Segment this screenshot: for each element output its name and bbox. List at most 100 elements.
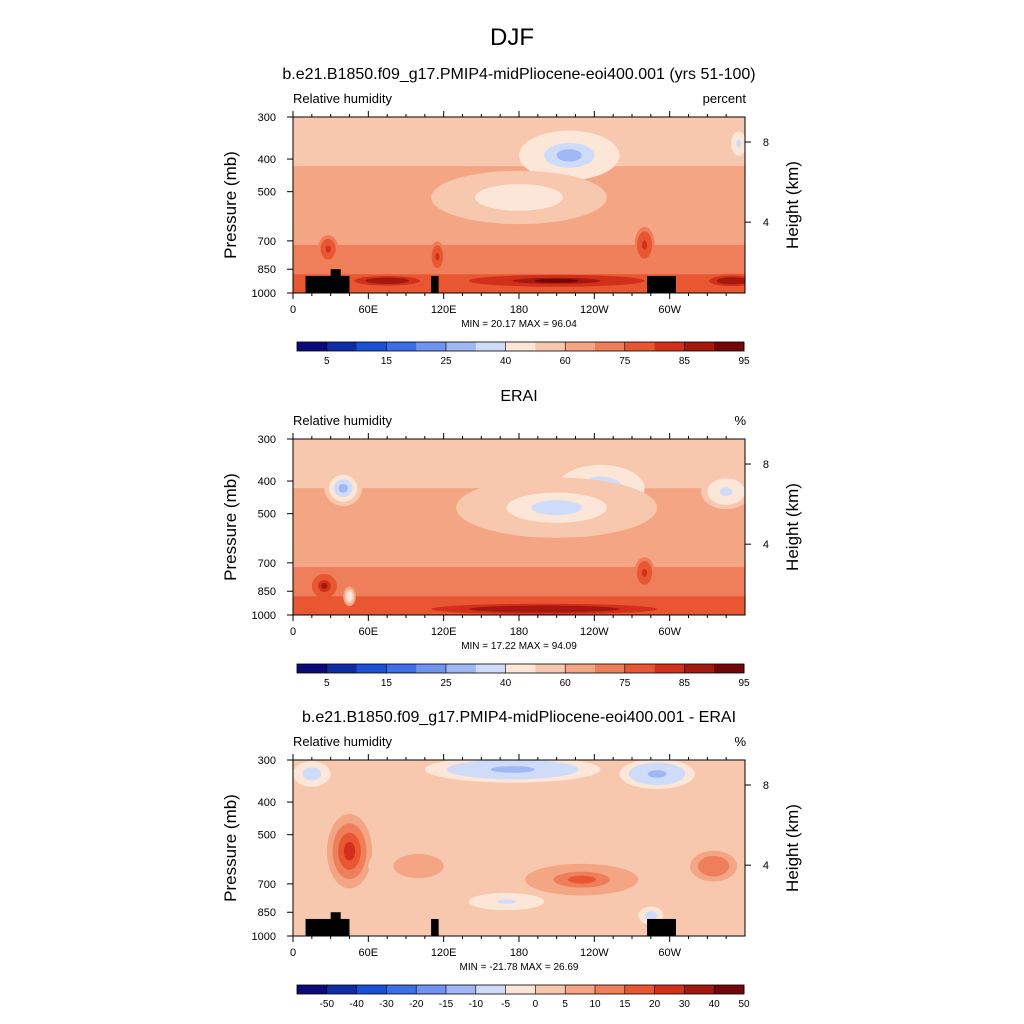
colorbar-label: 10 xyxy=(589,999,601,1010)
colorbar-label: 15 xyxy=(381,678,393,689)
colorbar-segment xyxy=(565,342,596,351)
colorbar-segment xyxy=(595,985,626,994)
colorbar-label: 25 xyxy=(440,678,452,689)
colorbar-segment xyxy=(446,664,477,673)
contour-region xyxy=(736,139,742,148)
panel-title: b.e21.B1850.f09_g17.PMIP4-midPliocene-eo… xyxy=(282,66,755,83)
colorbar-segment xyxy=(684,342,715,351)
field-band xyxy=(293,566,745,583)
y-tick-label: 850 xyxy=(258,907,276,919)
field-band xyxy=(293,530,745,551)
x-tick-label: 120E xyxy=(431,304,457,316)
colorbar-segment xyxy=(654,664,685,673)
topography-mask xyxy=(431,918,439,936)
y-tick-label: 850 xyxy=(258,586,276,598)
panel-1: b.e21.B1850.f09_g17.PMIP4-midPliocene-eo… xyxy=(221,66,802,367)
x-tick-label: 180 xyxy=(510,947,528,959)
contour-region xyxy=(556,149,582,162)
colorbar-label: 25 xyxy=(440,356,452,367)
colorbar-segment xyxy=(505,342,536,351)
x-tick-label: 180 xyxy=(510,304,528,316)
panel-title: b.e21.B1850.f09_g17.PMIP4-midPliocene-eo… xyxy=(302,709,736,726)
colorbar-label: 5 xyxy=(324,356,330,367)
colorbar-segment xyxy=(475,985,506,994)
colorbar-segment xyxy=(446,985,477,994)
min-max-stats: MIN = 17.22 MAX = 94.09 xyxy=(461,641,577,652)
y-tick-label: 700 xyxy=(258,236,276,248)
colorbar-segment xyxy=(475,664,506,673)
colorbar-segment xyxy=(356,664,387,673)
y-axis-title: Pressure (mb) xyxy=(221,151,240,259)
plot-area xyxy=(293,760,745,936)
x-tick-label: 120E xyxy=(431,626,457,638)
contour-region xyxy=(343,841,356,861)
colorbar-segment xyxy=(624,342,655,351)
x-tick-label: 120W xyxy=(580,304,609,316)
x-tick-label: 60E xyxy=(359,947,379,959)
colorbar-segment xyxy=(386,664,417,673)
colorbar-label: -5 xyxy=(501,999,510,1010)
field-band xyxy=(293,903,745,918)
units-label: percent xyxy=(703,91,747,106)
colorbar-segment xyxy=(535,664,566,673)
colorbar-segment xyxy=(654,342,685,351)
y-tick-label: 500 xyxy=(258,830,276,842)
contour-region xyxy=(307,770,317,778)
x-tick-label: 60E xyxy=(359,304,379,316)
colorbar-segment xyxy=(386,985,417,994)
colorbar-label: 40 xyxy=(500,678,512,689)
figure-title: DJF xyxy=(490,24,534,51)
colorbar-segment xyxy=(505,664,536,673)
colorbar-segment xyxy=(297,664,328,673)
y-axis-title: Pressure (mb) xyxy=(221,794,240,902)
field-band xyxy=(293,117,745,145)
field-band xyxy=(293,786,745,810)
y-tick-label: 1000 xyxy=(252,931,276,943)
colorbar-segment xyxy=(416,664,447,673)
colorbar-segment xyxy=(684,664,715,673)
height-tick-label: 8 xyxy=(763,780,769,792)
y-tick-label: 850 xyxy=(258,264,276,276)
colorbar-segment xyxy=(416,985,447,994)
field-band xyxy=(293,549,745,568)
contour-region xyxy=(497,190,541,205)
x-tick-label: 0 xyxy=(290,947,296,959)
colorbar-label: 75 xyxy=(619,356,631,367)
colorbar-segment xyxy=(356,342,387,351)
topography-mask xyxy=(647,275,676,293)
field-band xyxy=(293,439,745,467)
topography-mask xyxy=(647,918,676,936)
height-tick-label: 8 xyxy=(763,459,769,471)
field-band xyxy=(293,143,745,167)
field-band xyxy=(293,917,745,931)
y-tick-label: 1000 xyxy=(252,288,276,300)
colorbar-label: -30 xyxy=(379,999,394,1010)
colorbar-segment xyxy=(714,342,745,351)
colorbar-segment xyxy=(565,985,596,994)
contour-region xyxy=(325,245,331,253)
colorbar-segment xyxy=(326,664,357,673)
y-tick-label: 700 xyxy=(258,558,276,570)
topography-mask xyxy=(330,269,341,293)
colorbar-label: 40 xyxy=(709,999,721,1010)
colorbar-segment xyxy=(654,985,685,994)
contour-region xyxy=(406,860,432,873)
y-tick-label: 300 xyxy=(258,112,276,124)
plot-area xyxy=(293,117,745,293)
units-label: % xyxy=(734,734,746,749)
contour-region xyxy=(506,607,582,612)
y-tick-label: 400 xyxy=(258,476,276,488)
colorbar-label: 15 xyxy=(381,356,393,367)
panel-3: b.e21.B1850.f09_g17.PMIP4-midPliocene-eo… xyxy=(221,709,802,1010)
x-tick-label: 120W xyxy=(580,947,609,959)
colorbar-label: 40 xyxy=(500,356,512,367)
field-band xyxy=(293,260,745,275)
y-tick-label: 1000 xyxy=(252,610,276,622)
colorbar-label: 5 xyxy=(562,999,568,1010)
colorbar-segment xyxy=(535,985,566,994)
colorbar-segment xyxy=(595,664,626,673)
field-band xyxy=(293,244,745,261)
colorbar-label: -40 xyxy=(349,999,364,1010)
colorbar-label: 85 xyxy=(679,678,691,689)
variable-label: Relative humidity xyxy=(293,413,392,428)
